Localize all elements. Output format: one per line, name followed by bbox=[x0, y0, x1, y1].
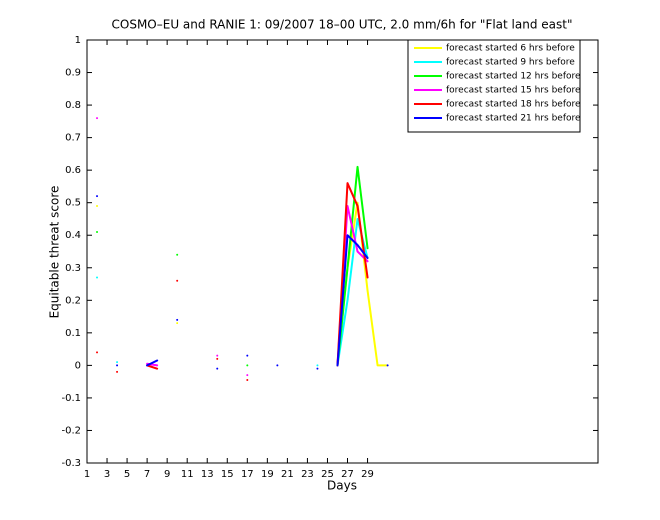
y-tick-label: 0.8 bbox=[65, 100, 81, 111]
y-tick-label: 0.3 bbox=[65, 263, 81, 274]
y-axis-label: Equitable threat score bbox=[48, 186, 62, 319]
x-tick-label: 15 bbox=[221, 469, 234, 480]
y-tick-label: -0.2 bbox=[61, 425, 81, 436]
legend-label: forecast started 12 hrs before bbox=[446, 72, 581, 82]
y-tick-label: 0.2 bbox=[65, 295, 81, 306]
y-tick-label: -0.3 bbox=[61, 458, 81, 469]
y-tick-label: -0.1 bbox=[61, 393, 81, 404]
x-tick-label: 21 bbox=[281, 469, 294, 480]
x-tick-label: 25 bbox=[321, 469, 334, 480]
x-tick-label: 7 bbox=[144, 469, 150, 480]
x-tick-label: 9 bbox=[164, 469, 170, 480]
series-line bbox=[96, 217, 369, 367]
x-tick-label: 23 bbox=[301, 469, 314, 480]
x-tick-label: 17 bbox=[241, 469, 254, 480]
legend-label: forecast started 9 hrs before bbox=[446, 58, 575, 68]
y-tick-label: 0.7 bbox=[65, 133, 81, 144]
x-tick-label: 27 bbox=[341, 469, 354, 480]
y-tick-label: 0.4 bbox=[65, 230, 81, 241]
x-tick-label: 13 bbox=[201, 469, 214, 480]
chart-title: COSMO–EU and RANIE 1: 09/2007 18–00 UTC,… bbox=[112, 18, 573, 32]
x-axis-label: Days bbox=[327, 479, 357, 493]
series-line bbox=[96, 195, 389, 370]
y-tick-label: 0.5 bbox=[65, 198, 81, 209]
y-tick-label: 0.9 bbox=[65, 68, 81, 79]
series-line bbox=[96, 182, 369, 382]
legend-label: forecast started 15 hrs before bbox=[446, 86, 581, 96]
x-tick-label: 19 bbox=[261, 469, 274, 480]
legend-label: forecast started 21 hrs before bbox=[446, 114, 581, 124]
x-tick-label: 3 bbox=[104, 469, 110, 480]
y-tick-label: 0 bbox=[75, 360, 81, 371]
x-tick-label: 5 bbox=[124, 469, 130, 480]
legend-label: forecast started 18 hrs before bbox=[446, 100, 581, 110]
y-tick-label: 0.6 bbox=[65, 165, 81, 176]
y-tick-label: 1 bbox=[75, 35, 81, 46]
legend-label: forecast started 6 hrs before bbox=[446, 44, 575, 54]
series-line bbox=[96, 165, 369, 367]
legend-box bbox=[407, 39, 581, 133]
series-line bbox=[96, 117, 369, 377]
y-tick-label: 0.1 bbox=[65, 328, 81, 339]
x-tick-label: 29 bbox=[361, 469, 374, 480]
x-tick-label: 11 bbox=[181, 469, 194, 480]
x-tick-label: 1 bbox=[84, 469, 90, 480]
